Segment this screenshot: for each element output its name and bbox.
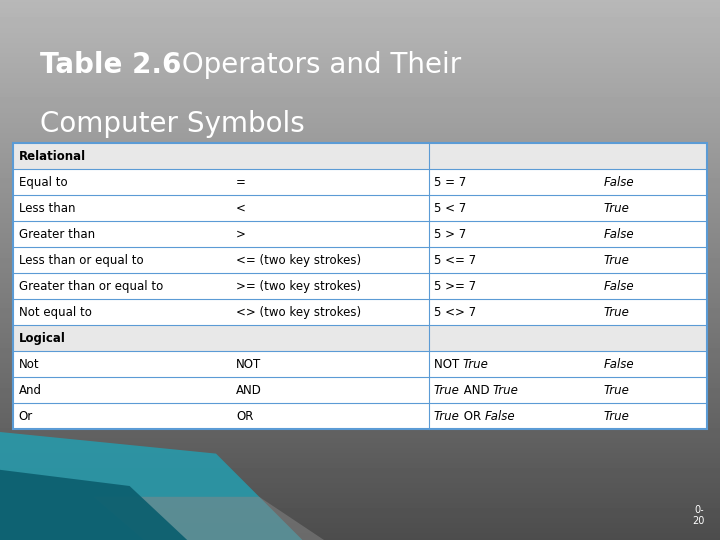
Text: True: True bbox=[604, 254, 630, 267]
Text: Logical: Logical bbox=[19, 332, 66, 345]
Text: Greater than: Greater than bbox=[19, 228, 95, 241]
Text: True: True bbox=[463, 358, 489, 371]
Text: 5 <= 7: 5 <= 7 bbox=[433, 254, 476, 267]
Text: AND: AND bbox=[236, 384, 262, 397]
Text: Relational: Relational bbox=[19, 150, 86, 163]
Text: >= (two key strokes): >= (two key strokes) bbox=[236, 280, 361, 293]
Text: Or: Or bbox=[19, 410, 33, 423]
Text: Greater than or equal to: Greater than or equal to bbox=[19, 280, 163, 293]
Text: Operators and Their: Operators and Their bbox=[173, 51, 461, 79]
Text: Less than or equal to: Less than or equal to bbox=[19, 254, 143, 267]
Text: OR: OR bbox=[236, 410, 253, 423]
Text: True: True bbox=[604, 384, 630, 397]
Text: True: True bbox=[433, 384, 459, 397]
Text: And: And bbox=[19, 384, 42, 397]
Text: Not equal to: Not equal to bbox=[19, 306, 91, 319]
Text: Table 2.6: Table 2.6 bbox=[40, 51, 181, 79]
Polygon shape bbox=[0, 470, 187, 540]
Text: False: False bbox=[604, 228, 634, 241]
Text: 5 = 7: 5 = 7 bbox=[433, 176, 466, 188]
Bar bbox=[13, 325, 707, 351]
Text: False: False bbox=[604, 280, 634, 293]
Text: Not: Not bbox=[19, 358, 40, 371]
Text: >: > bbox=[236, 228, 246, 241]
Text: 0-
20: 0- 20 bbox=[692, 505, 704, 526]
Text: 5 <> 7: 5 <> 7 bbox=[433, 306, 476, 319]
Bar bbox=[13, 143, 707, 429]
Bar bbox=[13, 143, 707, 169]
Text: Less than: Less than bbox=[19, 201, 75, 214]
Polygon shape bbox=[0, 432, 302, 540]
Polygon shape bbox=[94, 497, 324, 540]
Text: 5 < 7: 5 < 7 bbox=[433, 201, 466, 214]
Text: OR: OR bbox=[459, 410, 485, 423]
Text: False: False bbox=[485, 410, 515, 423]
Text: True: True bbox=[433, 410, 459, 423]
Text: <: < bbox=[236, 201, 246, 214]
Text: True: True bbox=[493, 384, 519, 397]
Text: 5 >= 7: 5 >= 7 bbox=[433, 280, 476, 293]
Text: True: True bbox=[604, 201, 630, 214]
Text: NOT: NOT bbox=[433, 358, 463, 371]
Text: NOT: NOT bbox=[236, 358, 261, 371]
Text: False: False bbox=[604, 358, 634, 371]
Text: 5 > 7: 5 > 7 bbox=[433, 228, 466, 241]
Text: <> (two key strokes): <> (two key strokes) bbox=[236, 306, 361, 319]
Text: <= (two key strokes): <= (two key strokes) bbox=[236, 254, 361, 267]
Text: =: = bbox=[236, 176, 246, 188]
Text: True: True bbox=[604, 306, 630, 319]
Text: Equal to: Equal to bbox=[19, 176, 68, 188]
Text: True: True bbox=[604, 410, 630, 423]
Text: Computer Symbols: Computer Symbols bbox=[40, 110, 305, 138]
Text: AND: AND bbox=[459, 384, 493, 397]
Text: False: False bbox=[604, 176, 634, 188]
Bar bbox=[13, 143, 707, 429]
